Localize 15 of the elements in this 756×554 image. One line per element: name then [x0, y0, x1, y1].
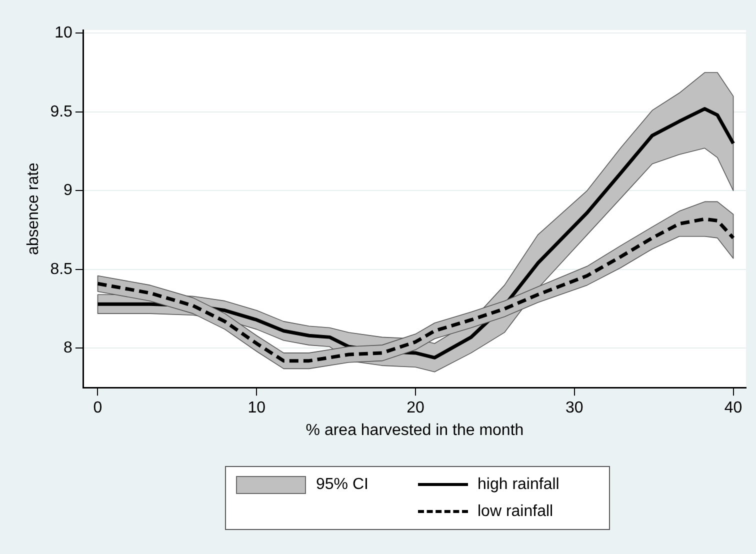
y-tick-label: 9 [64, 182, 73, 200]
x-axis-title: % area harvested in the month [306, 422, 524, 439]
y-tick-label: 9.5 [50, 103, 73, 120]
y-axis-title: absence rate [25, 162, 42, 256]
x-tick-label: 0 [93, 400, 102, 417]
y-tick-label: 8 [64, 340, 73, 357]
x-tick-label: 40 [724, 400, 742, 417]
y-tick-label: 8.5 [50, 260, 73, 278]
x-tick-label: 20 [406, 400, 425, 417]
y-tick-label: 10 [54, 24, 73, 42]
legend-label: high rainfall [478, 476, 560, 494]
text: 95% CI [316, 476, 368, 494]
legend-label: low rainfall [478, 502, 554, 520]
x-tick-label: 10 [248, 400, 266, 417]
x-tick-label: 30 [566, 400, 584, 417]
